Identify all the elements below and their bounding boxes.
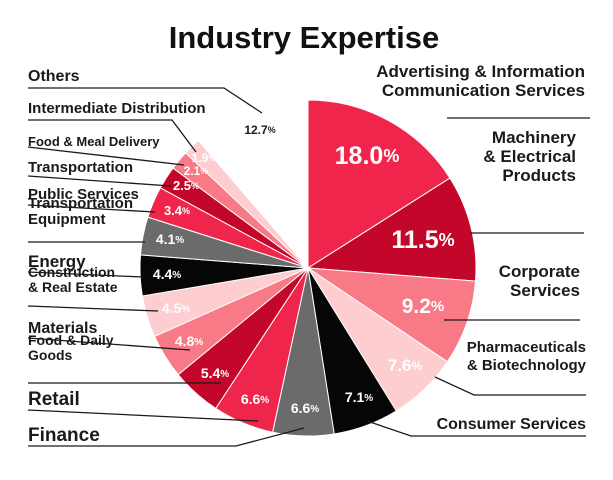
category-label: Food & Meal Delivery xyxy=(28,134,160,149)
leader-line xyxy=(366,420,586,437)
leader-line xyxy=(28,87,263,114)
value-labels: 18.0% 11.5% 9.2% 7.6% 7.1% 6.6% 6.6% 5.4% 4.8% 4.… xyxy=(153,123,455,416)
value-label: 18.0% xyxy=(335,142,400,170)
value-label: 3.4% xyxy=(164,203,190,218)
value-label: 9.2% xyxy=(402,295,445,318)
category-label: Transportation Equipment xyxy=(28,195,133,228)
leader-line xyxy=(27,337,191,351)
leader-line xyxy=(27,305,159,312)
leader-line xyxy=(27,146,185,166)
category-label: Materials xyxy=(28,320,97,337)
category-label: Transportation xyxy=(28,159,133,176)
pie-slice xyxy=(307,99,451,269)
category-label: Consumer Services xyxy=(437,416,587,433)
value-label: 4.5% xyxy=(162,300,190,316)
category-label: Finance xyxy=(28,425,100,446)
category-label: Advertising & Information Communication S… xyxy=(376,62,585,100)
leader-line xyxy=(27,271,144,278)
category-label: Construction & Real Estate xyxy=(28,264,118,295)
value-label: 5.4% xyxy=(201,365,229,381)
value-label: 6.6% xyxy=(241,391,269,407)
category-label: Intermediate Distribution xyxy=(28,100,206,117)
value-label: 1.9% xyxy=(192,151,217,165)
category-label: Pharmaceuticals & Biotechnology xyxy=(467,339,587,374)
leader-line xyxy=(434,376,586,396)
category-label: Energy xyxy=(28,252,86,271)
category-label: Corporate Services xyxy=(499,262,580,300)
category-label: Machinery & Electrical Products xyxy=(483,128,576,185)
pie-slice xyxy=(197,99,309,270)
pie-slice xyxy=(306,177,477,282)
value-label: 7.1% xyxy=(345,389,373,405)
value-label: 11.5% xyxy=(391,226,454,254)
leader-line xyxy=(27,175,172,187)
value-label: 4.4% xyxy=(153,266,181,282)
category-label: Public Services xyxy=(28,186,139,203)
value-label: 7.6% xyxy=(388,356,423,375)
value-label: 4.8% xyxy=(175,333,203,349)
leader-line xyxy=(27,204,156,213)
value-label: 4.1% xyxy=(156,231,184,247)
value-label: 2.5% xyxy=(173,178,199,193)
leader-lines xyxy=(27,87,590,447)
value-label: 12.7% xyxy=(244,123,275,137)
category-label: Retail xyxy=(28,389,80,410)
category-label: Others xyxy=(28,68,80,85)
category-labels: Advertising & Information Communication S… xyxy=(28,62,587,446)
leader-line xyxy=(28,427,305,447)
category-label: Food & Daily Goods xyxy=(28,332,114,363)
value-label: 6.6% xyxy=(291,400,319,416)
leader-line xyxy=(28,119,197,153)
value-label: 2.1% xyxy=(184,164,209,178)
chart-title: Industry Expertise xyxy=(169,20,439,55)
leader-line xyxy=(27,409,259,422)
pie-slices xyxy=(139,99,477,437)
